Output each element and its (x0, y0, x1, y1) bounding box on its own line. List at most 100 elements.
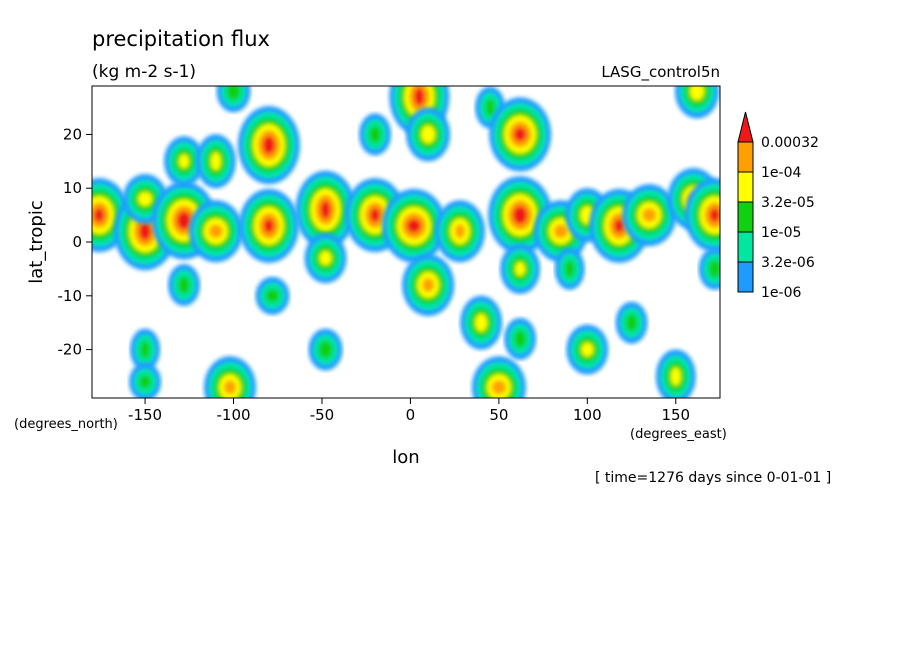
precip-cell (359, 113, 392, 156)
precip-cell (402, 254, 455, 317)
y-tick-label: 10 (63, 179, 82, 197)
precip-cell (566, 324, 609, 375)
contour-level-4 (642, 208, 657, 223)
colorbar-swatch (737, 201, 754, 233)
colorbar-swatch (737, 141, 754, 173)
contour-level-5 (370, 208, 381, 223)
x-tick-label: -150 (128, 406, 162, 424)
contour-level-5 (614, 218, 625, 233)
contour-level-4 (422, 278, 435, 293)
colorbar: 0.00032 1e-04 3.2e-05 1e-05 3.2e-06 1e-06 (737, 111, 819, 301)
contour-level-2 (265, 288, 280, 303)
precip-cell (500, 243, 541, 294)
contour-level-2 (318, 340, 333, 359)
contour-level-2 (177, 276, 190, 295)
precip-cell (188, 200, 243, 263)
contour-level-3 (690, 86, 705, 101)
contour-level-5 (176, 211, 191, 230)
precip-cell (460, 295, 503, 350)
colorbar-swatch (737, 171, 754, 203)
contour-level-4 (491, 380, 506, 395)
precip-cell (304, 233, 347, 284)
contour-level-3 (138, 191, 153, 206)
contour-level-5 (94, 208, 105, 223)
x-tick-label: 150 (661, 406, 690, 424)
precip-cell (195, 134, 236, 189)
precip-cell (295, 170, 356, 249)
precip-cell (163, 136, 204, 187)
contour-level-5 (263, 218, 274, 233)
precip-cell (698, 247, 720, 290)
precip-cell (381, 188, 446, 263)
y-tick-label: 0 (72, 233, 82, 251)
precip-cell (238, 188, 299, 263)
x-tick-label: -50 (310, 406, 335, 424)
contour-level-4 (223, 380, 236, 395)
colorbar-label: 0.00032 (761, 135, 819, 151)
contour-level-3 (475, 313, 488, 332)
precip-cell (406, 107, 451, 162)
precip-cell (684, 178, 720, 253)
x-tick-label: 50 (489, 406, 508, 424)
contour-level-3 (210, 152, 221, 171)
precip-cell (655, 349, 696, 398)
contour-level-5 (514, 127, 527, 142)
contour-level-5 (709, 208, 720, 223)
precip-cell (471, 356, 526, 398)
x-tick-label: 100 (573, 406, 602, 424)
contour-level-4 (553, 224, 568, 239)
contour-level-3 (515, 261, 526, 276)
precip-cell (622, 184, 677, 247)
contour-level-3 (581, 342, 594, 357)
x-tick-label: -100 (216, 406, 250, 424)
colorbar-swatch (737, 261, 754, 293)
colorbar-label: 1e-06 (761, 285, 801, 301)
contour-level-5 (139, 222, 152, 241)
precip-cell (434, 200, 485, 263)
precip-cell (129, 362, 162, 398)
dataset-label: LASG_control5n (601, 63, 720, 82)
contour-level-2 (564, 259, 575, 278)
contour-level-3 (178, 154, 189, 169)
contour-level-2 (485, 98, 496, 117)
contour-level-5 (320, 200, 331, 219)
precip-cell (308, 328, 343, 371)
contour-level-5 (513, 206, 528, 225)
y-tick-label: -10 (58, 287, 83, 305)
colorbar-swatch (737, 231, 754, 263)
contour-level-5 (406, 218, 421, 233)
contour-level-5 (414, 87, 425, 106)
precip-cell (255, 276, 290, 315)
chart-title: precipitation flux (92, 27, 270, 51)
chart-units: (kg m-2 s-1) (92, 62, 196, 82)
precip-cell (615, 301, 648, 344)
precip-cell (554, 247, 585, 290)
precip-cell (203, 356, 256, 398)
precip-cell (489, 97, 552, 172)
contour-level-2 (369, 125, 382, 144)
contour-level-2 (139, 374, 152, 389)
x-tick-label: 0 (406, 406, 416, 424)
colorbar-label: 1e-04 (761, 165, 801, 181)
contour-level-2 (226, 86, 241, 101)
contour-level-5 (262, 136, 275, 155)
contour-level-2 (708, 259, 720, 278)
precip-cell (130, 328, 161, 371)
contour-level-4 (454, 224, 465, 239)
colorbar-label: 3.2e-06 (761, 255, 815, 271)
y-axis: -20 -10 0 10 20 (58, 125, 92, 359)
precip-cell (216, 86, 251, 113)
precip-cell (237, 106, 300, 185)
y-unit-label: (degrees_north) (14, 417, 118, 432)
precip-cell (167, 264, 200, 307)
contour-level-4 (208, 224, 223, 239)
precip-cell (675, 86, 719, 119)
contour-level-2 (514, 329, 527, 348)
contour-level-2 (140, 340, 151, 359)
precipitation-field (92, 86, 720, 398)
x-axis: -150 -100 -50 0 50 100 150 (128, 398, 690, 424)
x-axis-label: lon (392, 447, 419, 468)
precip-cell (504, 317, 537, 360)
contour-level-3 (421, 125, 436, 144)
